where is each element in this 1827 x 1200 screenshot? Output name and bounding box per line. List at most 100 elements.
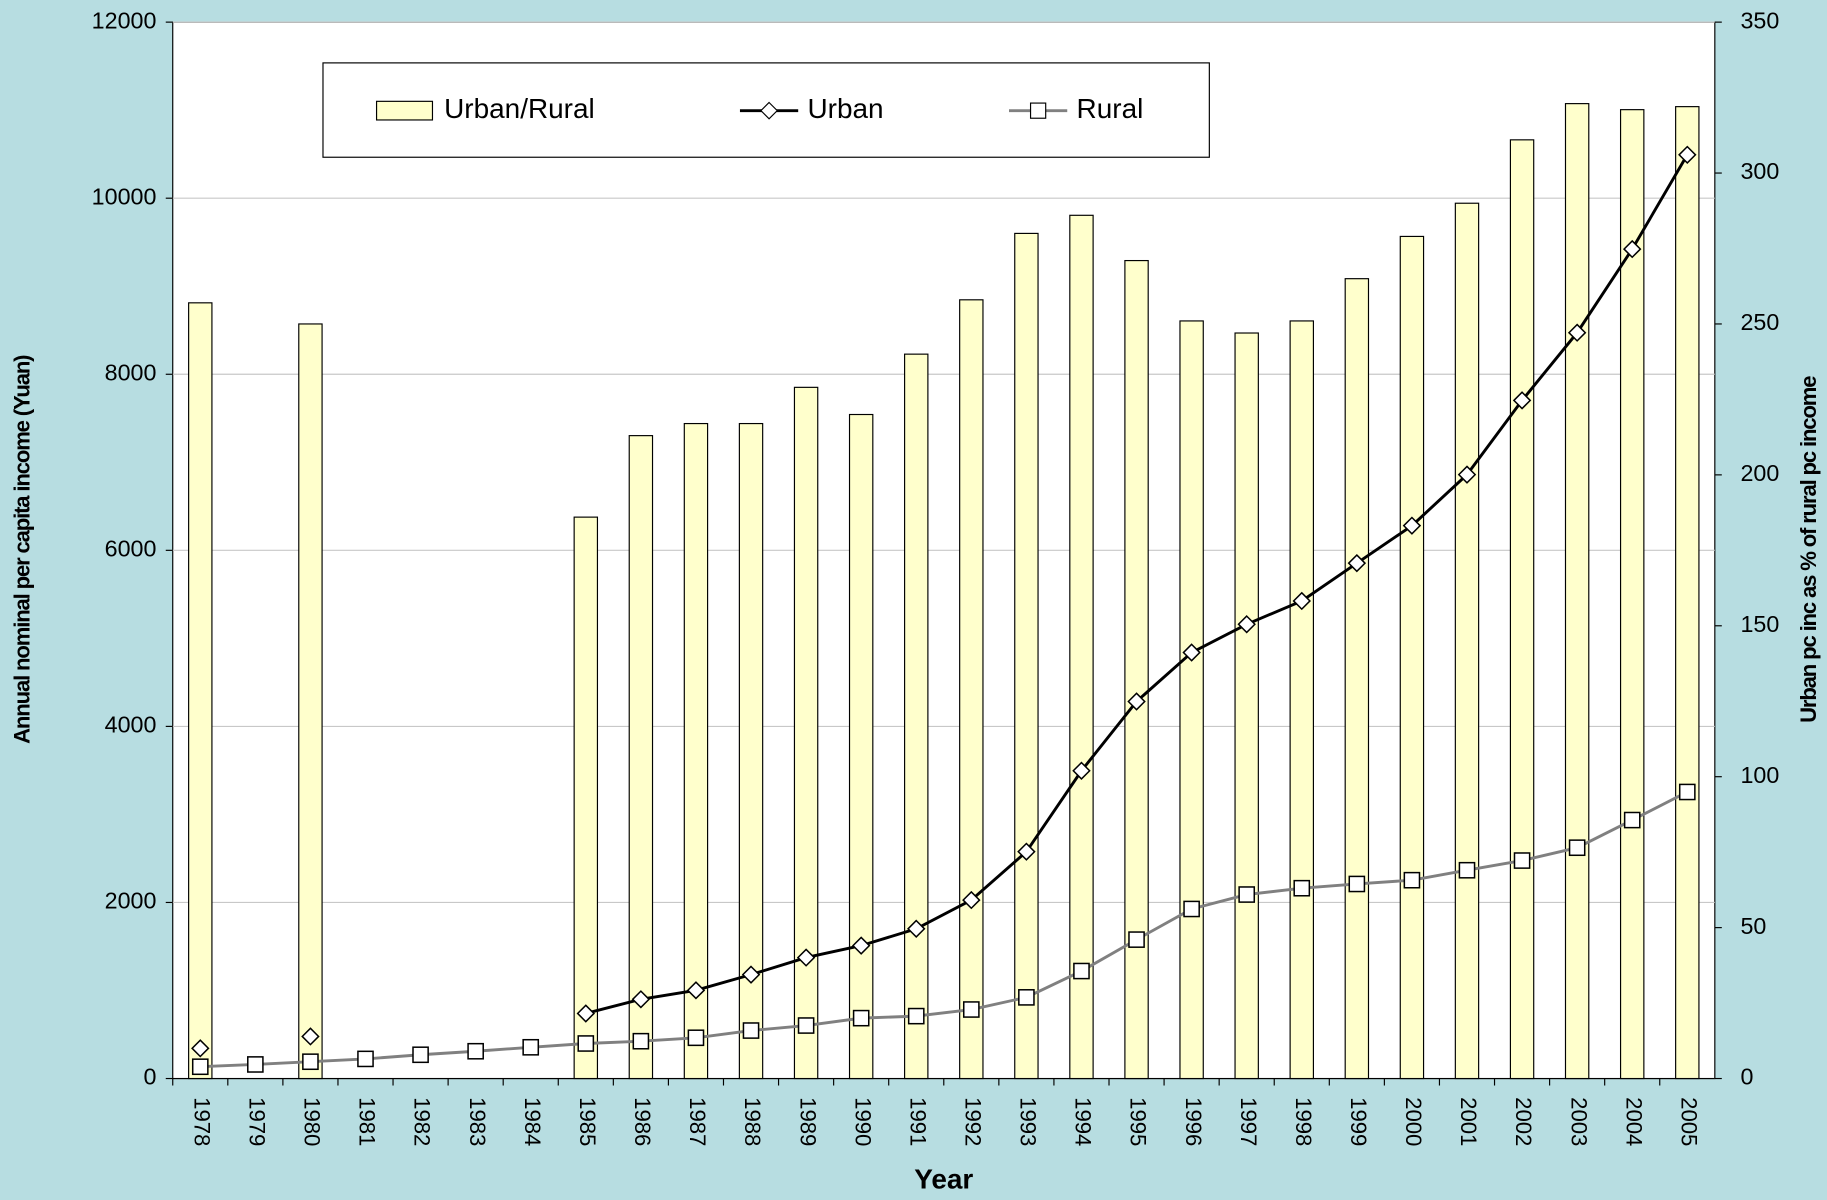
bar (959, 299, 984, 1080)
line (200, 790, 1688, 1069)
rural-marker (742, 1022, 760, 1039)
urban-marker (851, 936, 871, 955)
x-tick-label: 1978 (189, 1097, 214, 1146)
rural-marker (1128, 931, 1145, 948)
urban-marker (1182, 643, 1201, 662)
y-tick-label: 4000 (105, 712, 157, 738)
bar (628, 435, 654, 1080)
y-axis-title: Annual nominal per capita income (Yuan) (9, 355, 34, 744)
rural-marker (687, 1029, 705, 1047)
rural-marker (1238, 886, 1256, 903)
rural-marker (1568, 839, 1586, 857)
urban-marker (1678, 145, 1697, 165)
rural-marker (1678, 783, 1696, 801)
urban-marker (191, 1039, 210, 1058)
bar (1069, 214, 1094, 1080)
x-tick-label: 2005 (1676, 1097, 1701, 1146)
x-tick-label: 1982 (410, 1097, 435, 1146)
urban-marker (301, 1027, 320, 1046)
legend-marker (760, 101, 779, 120)
y2-tick-label: 0 (1740, 1064, 1753, 1090)
x-tick-label: 2002 (1511, 1097, 1536, 1146)
bar (573, 516, 599, 1080)
x-tick-label: 1981 (355, 1097, 380, 1146)
bar (904, 353, 929, 1080)
x-tick-label: 2001 (1456, 1097, 1481, 1146)
rural-marker (247, 1056, 264, 1073)
x-tick-label: 1996 (1181, 1097, 1206, 1146)
urban-marker (1127, 692, 1146, 711)
x-tick-label: 1985 (575, 1097, 600, 1146)
bar (1399, 235, 1425, 1080)
y-tick-label: 2000 (105, 888, 157, 914)
urban-marker (1402, 516, 1422, 535)
rural-marker (191, 1058, 209, 1076)
rural-marker (412, 1046, 429, 1064)
urban-marker (1237, 615, 1256, 634)
bar (848, 413, 874, 1080)
bar (1509, 139, 1535, 1080)
x-tick-label: 1979 (245, 1097, 270, 1146)
urban-marker (962, 890, 981, 910)
urban-marker (1292, 591, 1311, 611)
rural-marker (907, 1007, 925, 1025)
rural-marker (1073, 962, 1090, 980)
x-tick-label: 1999 (1346, 1097, 1371, 1146)
x-tick-label: 1984 (520, 1097, 545, 1146)
rural-marker (1018, 989, 1035, 1006)
y2-tick-label: 200 (1740, 460, 1779, 486)
legend-label: Urban (808, 93, 884, 124)
legend-label: Urban/Rural (444, 93, 595, 124)
urban-marker (796, 948, 816, 967)
urban-marker (1347, 553, 1367, 573)
bar (1344, 278, 1370, 1080)
y2-axis-title: Urban pc inc as % of rural pc income (1796, 376, 1821, 723)
bar (1179, 320, 1204, 1080)
x-axis-title: Year (914, 1163, 973, 1194)
y-tick-label: 10000 (92, 183, 157, 209)
rural-marker (1348, 875, 1366, 893)
x-tick-label: 1980 (300, 1097, 325, 1146)
bar (1564, 103, 1590, 1080)
rural-marker (1458, 861, 1476, 879)
bar (1675, 106, 1700, 1080)
y-tick-label: 8000 (105, 359, 157, 385)
y-tick-label: 6000 (105, 535, 157, 561)
y2-tick-label: 150 (1740, 611, 1779, 637)
rural-marker (962, 1001, 980, 1018)
y-tick-label: 12000 (92, 7, 157, 33)
rural-marker (577, 1035, 595, 1052)
urban-marker (1072, 761, 1091, 780)
x-tick-label: 1998 (1291, 1097, 1316, 1146)
x-tick-label: 1992 (960, 1097, 985, 1146)
urban-marker (1512, 391, 1532, 410)
urban-marker (631, 990, 651, 1009)
rural-marker (467, 1042, 484, 1060)
rural-marker (797, 1017, 815, 1034)
y2-tick-label: 350 (1740, 7, 1779, 33)
x-tick-label: 1990 (850, 1097, 875, 1146)
y2-tick-label: 50 (1740, 913, 1766, 939)
rural-marker (1183, 900, 1200, 918)
bar (1014, 232, 1039, 1080)
urban-marker (686, 981, 706, 1000)
urban-marker (1567, 323, 1587, 342)
x-tick-label: 2000 (1401, 1097, 1426, 1146)
x-tick-label: 1988 (740, 1097, 765, 1146)
x-tick-label: 1993 (1016, 1097, 1041, 1146)
y2-tick-label: 300 (1740, 158, 1779, 184)
bar (298, 323, 323, 1080)
x-tick-label: 2004 (1621, 1097, 1646, 1146)
urban-marker (1017, 842, 1036, 861)
y2-tick-label: 250 (1740, 309, 1779, 335)
rural-marker (852, 1009, 870, 1027)
rural-marker (1293, 879, 1311, 897)
x-tick-label: 2003 (1566, 1097, 1591, 1146)
x-tick-label: 1986 (630, 1097, 655, 1146)
bar (1124, 259, 1149, 1080)
rural-marker (632, 1032, 650, 1050)
x-tick-label: 1989 (795, 1097, 820, 1146)
x-tick-label: 1997 (1236, 1097, 1261, 1146)
